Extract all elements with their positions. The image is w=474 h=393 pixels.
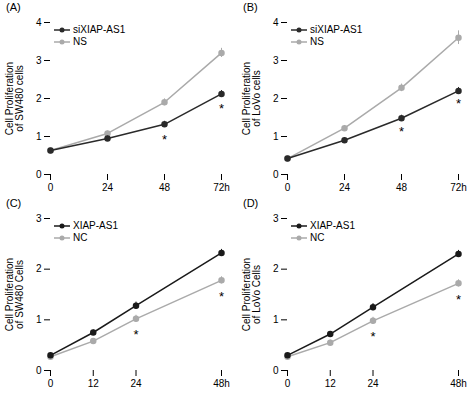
html-text:(A): (A) xyxy=(6,1,21,13)
svg-text:*: * xyxy=(219,101,224,116)
svg-text:48: 48 xyxy=(396,182,408,193)
html-text:XIAP-AS1: XIAP-AS1 xyxy=(73,220,118,231)
html-text:NC: NC xyxy=(73,232,88,243)
svg-text:48: 48 xyxy=(159,182,171,193)
html-text:NS: NS xyxy=(310,36,324,47)
svg-text:0: 0 xyxy=(36,169,42,180)
svg-text:*: * xyxy=(133,327,138,342)
svg-text:*: * xyxy=(456,96,461,111)
svg-text:0: 0 xyxy=(285,182,291,193)
html-text:(C): (C) xyxy=(6,197,22,209)
svg-text:0: 0 xyxy=(48,182,54,193)
svg-text:3: 3 xyxy=(273,213,279,224)
html-text:NC: NC xyxy=(310,232,325,243)
html-text:NS: NS xyxy=(73,36,87,47)
svg-text:Cell Proliferationof SW480 cel: Cell Proliferationof SW480 cells xyxy=(4,62,25,135)
html-text:XIAP-AS1: XIAP-AS1 xyxy=(310,220,355,231)
svg-text:0: 0 xyxy=(273,365,279,376)
svg-text:*: * xyxy=(399,124,404,139)
svg-text:24: 24 xyxy=(367,378,379,389)
svg-text:0: 0 xyxy=(273,169,279,180)
svg-text:2: 2 xyxy=(36,263,42,274)
svg-text:24: 24 xyxy=(339,182,351,193)
svg-text:Cell Proliferationof SW480 Cel: Cell Proliferationof SW480 Cells xyxy=(4,258,25,331)
svg-text:1: 1 xyxy=(36,131,42,142)
html-text:(B): (B) xyxy=(243,1,258,13)
svg-text:24: 24 xyxy=(102,182,114,193)
svg-text:12: 12 xyxy=(325,378,337,389)
svg-text:Cell Proliferationof LoVo Cell: Cell Proliferationof LoVo Cells xyxy=(241,258,262,331)
svg-text:24: 24 xyxy=(130,378,142,389)
svg-text:*: * xyxy=(219,289,224,304)
svg-text:1: 1 xyxy=(273,131,279,142)
svg-text:*: * xyxy=(456,292,461,307)
svg-text:*: * xyxy=(370,329,375,344)
svg-text:3: 3 xyxy=(36,213,42,224)
svg-text:4: 4 xyxy=(273,17,279,28)
svg-text:2: 2 xyxy=(273,263,279,274)
svg-text:1: 1 xyxy=(36,314,42,325)
html-text:(D): (D) xyxy=(243,197,259,209)
svg-text:2: 2 xyxy=(273,93,279,104)
svg-text:0: 0 xyxy=(285,378,291,389)
svg-text:1: 1 xyxy=(273,314,279,325)
svg-text:Cell Proliferationof LoVo cell: Cell Proliferationof LoVo cells xyxy=(241,62,262,135)
html-text:siXIAP-AS1: siXIAP-AS1 xyxy=(310,24,363,35)
svg-text:0: 0 xyxy=(36,365,42,376)
html-text:siXIAP-AS1: siXIAP-AS1 xyxy=(73,24,126,35)
svg-text:12: 12 xyxy=(88,378,100,389)
svg-text:72h: 72h xyxy=(450,182,467,193)
svg-text:2: 2 xyxy=(36,93,42,104)
svg-text:3: 3 xyxy=(273,55,279,66)
svg-text:0: 0 xyxy=(48,378,54,389)
svg-text:*: * xyxy=(162,132,167,147)
svg-text:72h: 72h xyxy=(213,182,230,193)
svg-text:48h: 48h xyxy=(213,378,230,389)
svg-text:3: 3 xyxy=(36,55,42,66)
svg-text:4: 4 xyxy=(36,17,42,28)
svg-text:48h: 48h xyxy=(450,378,467,389)
